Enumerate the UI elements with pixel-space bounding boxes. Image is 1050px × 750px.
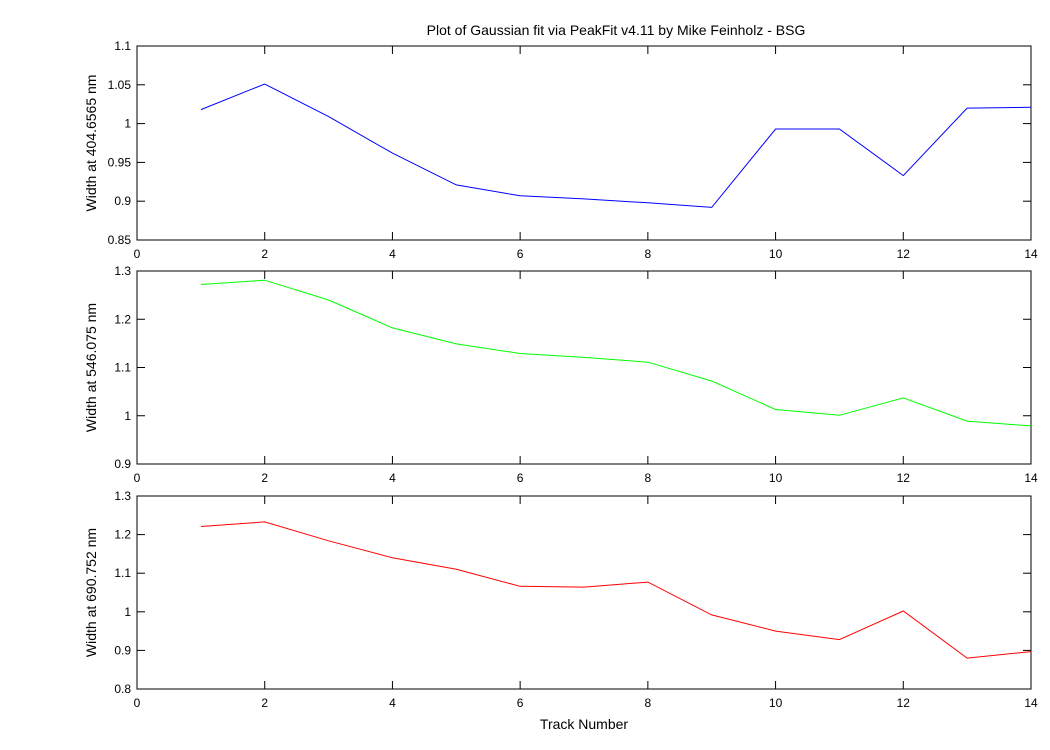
data-point xyxy=(455,342,458,345)
y-axis-title: Width at 690.752 nm xyxy=(83,528,99,657)
data-point xyxy=(966,107,969,110)
y-tick-label: 0.85 xyxy=(108,233,132,247)
x-tick-label: 10 xyxy=(769,696,783,710)
x-tick-label: 14 xyxy=(1024,696,1038,710)
data-point xyxy=(327,115,330,118)
axes-box xyxy=(136,495,1032,690)
x-tick-label: 8 xyxy=(645,696,652,710)
data-point xyxy=(263,520,266,523)
x-tick-label: 10 xyxy=(769,247,783,261)
x-tick-label: 10 xyxy=(769,471,783,485)
subplot-2: 0 2 4 6 8 10 12 14 0.9 1 1.1 1.2 1.3 Width at 546.075… xyxy=(83,264,1038,485)
axes-box xyxy=(136,270,1032,465)
y-axis-title: Width at 404.6565 nm xyxy=(83,75,99,212)
x-tick-label: 14 xyxy=(1024,471,1038,485)
data-point xyxy=(263,83,266,86)
subplot-3: 0 2 4 6 8 10 12 14 0.8 0.9 1 1.1 1.2 1.3 Width at 690.… xyxy=(83,489,1038,732)
series-line xyxy=(200,83,1032,208)
y-tick-label: 0.9 xyxy=(114,643,131,657)
y-tick-label: 1 xyxy=(124,605,131,619)
data-point xyxy=(583,356,586,359)
x-tick-label: 12 xyxy=(897,247,911,261)
x-tick-label: 0 xyxy=(134,247,141,261)
y-tick-label: 1.1 xyxy=(114,566,131,580)
y-tick-label: 0.9 xyxy=(114,457,131,471)
x-tick-label: 8 xyxy=(645,247,652,261)
y-tick-label: 0.8 xyxy=(114,682,131,696)
x-tick-label: 0 xyxy=(134,471,141,485)
data-point xyxy=(966,657,969,660)
data-point xyxy=(838,128,841,131)
x-axis-title: Track Number xyxy=(540,716,629,732)
data-point xyxy=(519,352,522,355)
y-tick-label: 1.3 xyxy=(114,264,131,278)
axes-box xyxy=(136,45,1032,241)
data-point xyxy=(391,556,394,559)
x-tick-label: 2 xyxy=(261,696,268,710)
data-point xyxy=(199,283,202,286)
x-tick-label: 4 xyxy=(389,471,396,485)
data-point xyxy=(1030,106,1033,109)
y-tick-label: 0.95 xyxy=(108,155,132,169)
data-point xyxy=(1030,424,1033,427)
y-tick-label: 1.3 xyxy=(114,489,131,503)
figure-title: Plot of Gaussian fit via PeakFit v4.11 b… xyxy=(427,22,806,38)
y-tick-label: 0.9 xyxy=(114,194,131,208)
data-point xyxy=(455,568,458,571)
x-tick-label: 6 xyxy=(517,696,524,710)
data-point xyxy=(902,610,905,613)
x-tick-label: 0 xyxy=(134,696,141,710)
x-tick-label: 6 xyxy=(517,247,524,261)
data-point xyxy=(199,525,202,528)
series-line xyxy=(200,279,1032,427)
data-point xyxy=(327,298,330,301)
x-tick-label: 2 xyxy=(261,247,268,261)
data-point xyxy=(646,581,649,584)
y-tick-label: 1.2 xyxy=(114,312,131,326)
subplot-1: 0 2 4 6 8 10 12 14 0.85 0.9 0.95 1 1.05 1.1 Width at 4… xyxy=(83,39,1038,261)
x-tick-label: 12 xyxy=(897,696,911,710)
y-tick-label: 1.2 xyxy=(114,528,131,542)
data-point xyxy=(391,152,394,155)
data-point xyxy=(966,420,969,423)
data-point xyxy=(391,326,394,329)
data-point xyxy=(710,613,713,616)
y-axis-title: Width at 546.075 nm xyxy=(83,303,99,432)
data-point xyxy=(646,201,649,204)
data-point xyxy=(774,128,777,131)
data-point xyxy=(774,408,777,411)
y-tick-label: 1.1 xyxy=(114,39,131,53)
data-point xyxy=(263,279,266,282)
data-point xyxy=(1030,650,1033,653)
x-tick-label: 4 xyxy=(389,247,396,261)
data-point xyxy=(199,108,202,111)
data-point xyxy=(519,585,522,588)
data-point xyxy=(583,197,586,200)
x-tick-label: 4 xyxy=(389,696,396,710)
y-tick-label: 1.1 xyxy=(114,361,131,375)
y-tick-label: 1 xyxy=(124,117,131,131)
y-tick-label: 1 xyxy=(124,409,131,423)
data-point xyxy=(646,361,649,364)
data-point xyxy=(902,396,905,399)
data-point xyxy=(902,174,905,177)
x-tick-label: 12 xyxy=(897,471,911,485)
data-point xyxy=(583,586,586,589)
data-point xyxy=(838,638,841,641)
data-point xyxy=(774,630,777,633)
data-point xyxy=(519,194,522,197)
x-tick-label: 14 xyxy=(1024,247,1038,261)
x-tick-label: 2 xyxy=(261,471,268,485)
data-point xyxy=(455,183,458,186)
data-point xyxy=(710,380,713,383)
data-point xyxy=(838,414,841,417)
data-point xyxy=(327,539,330,542)
series-line xyxy=(200,521,1032,659)
data-point xyxy=(710,206,713,209)
x-tick-label: 8 xyxy=(645,471,652,485)
x-tick-label: 6 xyxy=(517,471,524,485)
y-tick-label: 1.05 xyxy=(108,78,132,92)
